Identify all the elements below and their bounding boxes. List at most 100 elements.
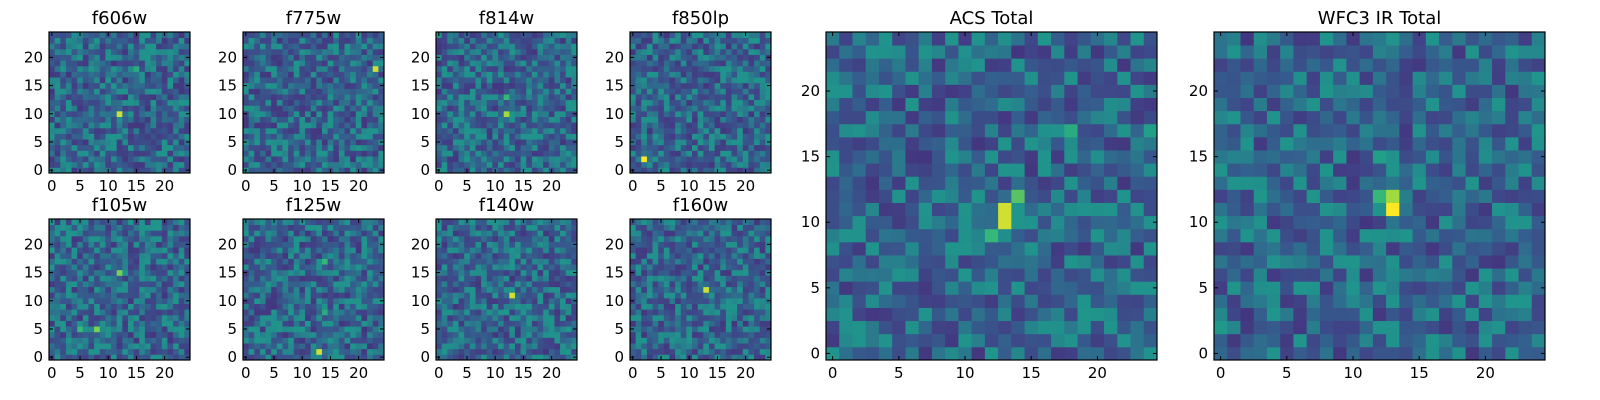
heatmap-cell [708, 320, 715, 327]
heatmap-cell [441, 37, 448, 44]
heatmap-cell [481, 37, 488, 44]
heatmap-cell [94, 331, 101, 338]
heatmap-cell [65, 54, 72, 61]
heatmap-cell [737, 354, 744, 361]
heatmap-cell [686, 292, 693, 299]
heatmap-cell [520, 116, 527, 123]
heatmap-cell [526, 241, 533, 248]
heatmap-cell [276, 269, 283, 276]
heatmap-cell [310, 37, 317, 44]
heatmap-cell [526, 224, 533, 231]
heatmap-cell [305, 309, 312, 316]
x-tick-label: 5 [462, 177, 472, 195]
heatmap-cell [248, 219, 255, 226]
heatmap-cell [167, 314, 174, 321]
heatmap-cell [754, 331, 761, 338]
heatmap-cell [259, 127, 266, 134]
heatmap-cell [708, 156, 715, 163]
heatmap-cell [765, 314, 772, 321]
heatmap-cell [514, 348, 521, 355]
heatmap-cell [635, 150, 642, 157]
heatmap-cell [282, 224, 289, 231]
heatmap-cell [167, 264, 174, 271]
heatmap-cell [355, 71, 362, 78]
heatmap-cell [725, 331, 732, 338]
heatmap-cell [344, 94, 351, 101]
heatmap-cell [697, 354, 704, 361]
heatmap-cell [692, 48, 699, 55]
heatmap-cell [742, 48, 749, 55]
heatmap-cell [99, 105, 106, 112]
heatmap-cell [680, 281, 687, 288]
x-tick-label: 0 [47, 177, 57, 195]
heatmap-cell [139, 309, 146, 316]
heatmap-cell [486, 269, 493, 276]
heatmap-cell [71, 71, 78, 78]
y-tick-label: 5 [33, 320, 43, 338]
heatmap-cell [111, 32, 118, 39]
heatmap-cell [531, 331, 538, 338]
heatmap-cell [754, 297, 761, 304]
heatmap-cell [372, 297, 379, 304]
heatmap-cell [276, 247, 283, 254]
heatmap-cell [338, 105, 345, 112]
heatmap-cell [116, 122, 123, 129]
heatmap-cell [105, 43, 112, 50]
heatmap-cell [105, 292, 112, 299]
heatmap-cell [669, 77, 676, 84]
heatmap-cell [441, 65, 448, 72]
heatmap-cell [105, 314, 112, 321]
heatmap-cell [99, 275, 106, 282]
heatmap-cell [560, 297, 567, 304]
heatmap-cell [265, 297, 272, 304]
heatmap-cell [543, 150, 550, 157]
heatmap-cell [259, 116, 266, 123]
heatmap-cell [554, 167, 561, 174]
heatmap-cell [139, 48, 146, 55]
heatmap-cell [509, 88, 516, 95]
y-tick-label: 0 [420, 161, 430, 179]
heatmap-cell [293, 122, 300, 129]
heatmap-cell [646, 275, 653, 282]
heatmap-cell [675, 37, 682, 44]
heatmap-cell [49, 71, 56, 78]
heatmap-cell [167, 348, 174, 355]
heatmap-cell [144, 161, 151, 168]
heatmap-cell [71, 144, 78, 151]
heatmap-cell [54, 94, 61, 101]
heatmap-cell [481, 161, 488, 168]
heatmap-cell [259, 144, 266, 151]
heatmap-cell [680, 60, 687, 67]
heatmap-cell [526, 314, 533, 321]
heatmap-cell [178, 99, 185, 106]
heatmap-cell [731, 32, 738, 39]
heatmap-cell [641, 77, 648, 84]
heatmap-cell [94, 235, 101, 242]
heatmap-cell [82, 281, 89, 288]
heatmap-cell [514, 110, 521, 117]
heatmap-cell [293, 241, 300, 248]
heatmap-cell [514, 247, 521, 254]
heatmap-cell [116, 303, 123, 310]
heatmap-cell [464, 139, 471, 146]
heatmap-cell [178, 156, 185, 163]
heatmap-cell [54, 303, 61, 310]
heatmap-cell [293, 48, 300, 55]
heatmap-cell [652, 139, 659, 146]
heatmap-cell [105, 309, 112, 316]
heatmap-cell [464, 144, 471, 151]
heatmap-cell [458, 264, 465, 271]
heatmap-cell [469, 156, 476, 163]
heatmap-cell [139, 122, 146, 129]
heatmap-cell [60, 252, 67, 259]
heatmap-cell [77, 258, 84, 265]
heatmap-cell [271, 77, 278, 84]
heatmap-cell [65, 348, 72, 355]
heatmap-cell [156, 150, 163, 157]
heatmap-cell [464, 88, 471, 95]
heatmap-cell [452, 65, 459, 72]
heatmap-cell [305, 269, 312, 276]
heatmap-cell [720, 326, 727, 333]
heatmap-cell [105, 105, 112, 112]
